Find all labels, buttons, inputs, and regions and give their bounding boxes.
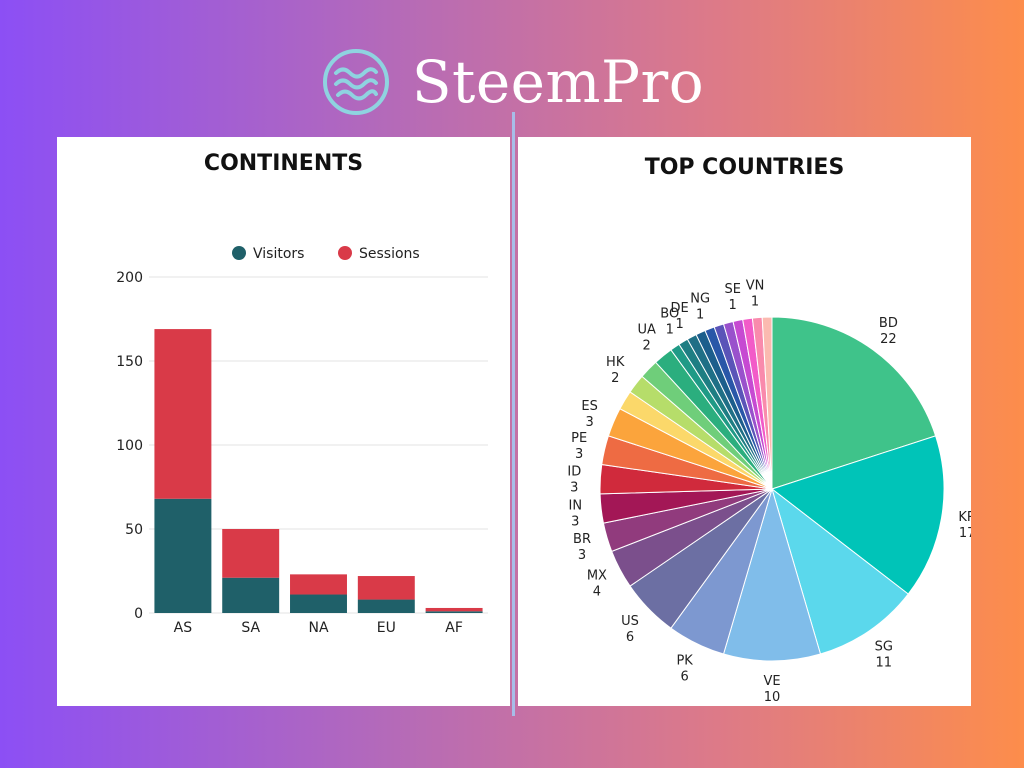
slice-value: 11 [875,655,892,670]
slice-label: BR [573,532,591,547]
slice-label: BD [879,316,898,331]
countries-pie-chart: BD22KR17SG11VE10PK6US6MX4BR3IN3ID3PE3ES3… [567,279,975,705]
continents-chart-title: CONTINENTS [203,151,364,176]
slice-label: UA [637,323,656,338]
panel-divider [512,112,515,716]
slice-label: US [621,614,639,629]
slice-value: 2 [611,371,619,386]
slice-value: 1 [696,307,704,322]
slice-label: SE [724,282,740,297]
slice-label: VN [746,279,765,294]
pie-slice [722,487,822,662]
slice-label: NG [690,291,710,306]
y-tick-label: 50 [125,522,143,538]
x-tick-label: SA [241,620,260,636]
pie-slice [770,435,945,595]
legend-label: Visitors [253,246,304,262]
bar-segment [357,576,415,600]
legend-marker [232,246,246,260]
bar-segment [357,599,415,613]
continents-bar-chart: 0 50 100 150 200 Visitors Sessions AS SA NA EU AF [116,246,488,636]
slice-value: 17 [959,526,971,541]
slice-value: 3 [585,415,593,430]
slice-label: ID [567,465,581,480]
slice-value: 3 [570,481,578,496]
bar-segment [425,607,483,612]
x-tick-label: EU [377,620,396,636]
slice-value: 6 [626,630,634,645]
y-tick-label: 0 [134,606,143,622]
y-tick-label: 200 [116,270,143,286]
legend-label: Sessions [359,246,420,262]
slice-value: 1 [675,317,683,332]
bar-segment [154,329,212,499]
slice-label: BO [660,306,679,321]
pie-slice [771,316,937,490]
slice-label: ES [581,399,597,414]
slice-value: 3 [575,447,583,462]
slice-label: DE [670,301,688,316]
slice-value: 3 [571,515,579,530]
brand-name: SteemPro [411,48,705,116]
slice-label: SG [875,639,893,654]
slice-value: 6 [680,670,688,685]
pie-slice [771,487,909,655]
slice-label: VE [763,674,780,689]
bar-segment [425,611,483,613]
slice-label: IN [569,499,583,514]
x-tick-label: AF [445,620,463,636]
slice-value: 1 [666,322,674,337]
bar-segment [222,529,280,578]
slice-label: HK [606,355,625,370]
slice-value: 22 [880,332,897,347]
brand-header: SteemPro [0,42,1024,122]
x-tick-label: AS [174,620,193,636]
countries-chart-title: TOP COUNTRIES [644,155,845,180]
bar-segment [290,594,347,613]
y-tick-label: 100 [116,438,143,454]
x-tick-label: NA [308,620,328,636]
slice-label: PE [571,431,587,446]
slice-label: KR [958,510,971,525]
slice-value: 2 [643,339,651,354]
countries-panel: TOP COUNTRIES BD22KR17SG11VE10PK6US6MX4B… [518,137,976,706]
y-tick-label: 150 [116,354,143,370]
slice-value: 1 [751,295,759,310]
slice-value: 10 [764,690,781,705]
bar-segment [290,574,347,595]
legend-marker [338,246,352,260]
continents-panel: CONTINENTS 0 50 100 150 200 Visitors Sessions A… [57,137,510,706]
bar-segment [154,498,212,613]
slice-value: 4 [593,584,601,599]
waves-logo-icon [322,49,389,115]
slice-label: MX [587,568,607,583]
pie-slice [761,316,773,490]
slice-label: PK [676,654,693,669]
slice-value: 1 [729,298,737,313]
slice-value: 3 [578,548,586,563]
bar-segment [222,577,280,613]
